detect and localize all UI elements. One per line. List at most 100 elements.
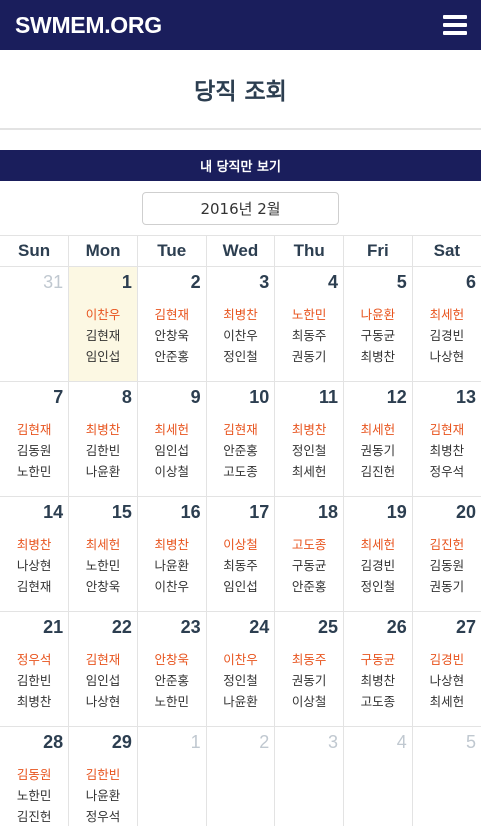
calendar-day-cell[interactable]: 12 최세헌 권동기 김진헌 bbox=[343, 381, 413, 497]
duty-name-list: 김진헌 김동원 권동기 bbox=[416, 530, 478, 597]
calendar-day-cell[interactable]: 18 고도종 구동균 안준홍 bbox=[274, 496, 345, 612]
weekday-thu: Thu bbox=[274, 235, 345, 267]
day-number: 4 bbox=[396, 732, 407, 752]
calendar-day-cell[interactable]: 17 이상철 최동주 임인섭 bbox=[206, 496, 276, 612]
duty-lead-name: 김한빈 bbox=[85, 767, 121, 782]
duty-name-list: 정우석 김한빈 최병찬 bbox=[3, 645, 65, 712]
day-number: 3 bbox=[328, 732, 339, 752]
duty-name-list: 김현재 안창욱 안준홍 bbox=[141, 300, 203, 367]
duty-name-list: 구동균 최병찬 고도종 bbox=[347, 645, 409, 712]
calendar-day-cell[interactable]: 8 최병찬 김한빈 나윤환 bbox=[68, 381, 138, 497]
duty-staff-name: 김진헌 bbox=[16, 809, 52, 824]
calendar-day-cell[interactable]: 16 최병찬 나윤환 이찬우 bbox=[137, 496, 207, 612]
duty-lead-name: 최병찬 bbox=[223, 307, 258, 322]
hamburger-menu-icon[interactable] bbox=[443, 15, 467, 35]
duty-name-list: 최병찬 나윤환 이찬우 bbox=[141, 530, 203, 597]
duty-staff-name: 최병찬 bbox=[360, 673, 396, 688]
duty-lead-name: 김현재 bbox=[85, 652, 121, 667]
duty-staff-name: 노한민 bbox=[16, 788, 52, 803]
weekday-header-row: Sun Mon Tue Wed Thu Fri Sat bbox=[0, 235, 481, 267]
duty-name-list: 최세헌 임인섭 이상철 bbox=[141, 415, 203, 482]
calendar-day-cell[interactable]: 25 최동주 권동기 이상철 bbox=[274, 611, 345, 727]
day-number: 1 bbox=[121, 272, 132, 292]
duty-lead-name: 김진헌 bbox=[429, 537, 465, 552]
duty-name-list: 최세헌 김경빈 나상현 bbox=[416, 300, 478, 367]
navbar: SWMEM.ORG bbox=[0, 0, 481, 50]
calendar-day-cell[interactable]: 3 bbox=[274, 726, 345, 826]
weekday-sun: Sun bbox=[0, 235, 70, 267]
calendar-day-cell[interactable]: 21 정우석 김한빈 최병찬 bbox=[0, 611, 70, 727]
duty-lead-name: 최세헌 bbox=[429, 307, 465, 322]
brand-logo[interactable]: SWMEM.ORG bbox=[15, 11, 162, 38]
calendar-day-cell[interactable]: 9 최세헌 임인섭 이상철 bbox=[137, 381, 207, 497]
day-number: 20 bbox=[455, 502, 476, 522]
duty-name-list: 김현재 임인섭 나상현 bbox=[72, 645, 134, 712]
duty-name-list bbox=[416, 760, 478, 764]
calendar-day-cell[interactable]: 7 김현재 김동원 노한민 bbox=[0, 381, 70, 497]
calendar-day-cell[interactable]: 2 김현재 안창욱 안준홍 bbox=[137, 266, 207, 382]
duty-staff-name: 나상현 bbox=[16, 558, 52, 573]
calendar-day-cell[interactable]: 1 bbox=[137, 726, 207, 826]
duty-staff-name: 권동기 bbox=[360, 443, 396, 458]
duty-staff-name: 최병찬 bbox=[360, 349, 396, 364]
calendar-day-cell[interactable]: 2 bbox=[206, 726, 276, 826]
duty-name-list: 최병찬 정인철 최세헌 bbox=[278, 415, 340, 482]
calendar-day-cell[interactable]: 13 김현재 최병찬 정우석 bbox=[412, 381, 481, 497]
duty-staff-name: 김경빈 bbox=[360, 558, 396, 573]
calendar-day-cell[interactable]: 6 최세헌 김경빈 나상현 bbox=[412, 266, 481, 382]
duty-staff-name: 고도종 bbox=[223, 464, 258, 479]
my-duty-only-button[interactable]: 내 당직만 보기 bbox=[0, 150, 481, 181]
duty-staff-name: 김한빈 bbox=[85, 443, 121, 458]
duty-lead-name: 김경빈 bbox=[429, 652, 465, 667]
duty-staff-name: 나상현 bbox=[85, 694, 121, 709]
calendar-day-cell[interactable]: 28 김동원 노한민 김진헌 bbox=[0, 726, 70, 826]
calendar-day-cell[interactable]: 5 bbox=[412, 726, 481, 826]
duty-lead-name: 최세헌 bbox=[360, 422, 396, 437]
duty-staff-name: 고도종 bbox=[360, 694, 396, 709]
day-number: 28 bbox=[43, 732, 64, 752]
calendar-day-cell[interactable]: 10 김현재 안준홍 고도종 bbox=[206, 381, 276, 497]
calendar-day-cell[interactable]: 1 이찬우 김현재 임인섭 bbox=[68, 266, 138, 382]
calendar-day-cell[interactable]: 19 최세헌 김경빈 정인철 bbox=[343, 496, 413, 612]
calendar-day-cell[interactable]: 3 최병찬 이찬우 정인철 bbox=[206, 266, 276, 382]
duty-name-list: 노한민 최동주 권동기 bbox=[278, 300, 340, 367]
day-number: 26 bbox=[386, 617, 407, 637]
duty-name-list bbox=[3, 300, 65, 304]
day-number: 6 bbox=[465, 272, 476, 292]
calendar-day-cell[interactable]: 31 bbox=[0, 266, 70, 382]
day-number: 27 bbox=[455, 617, 476, 637]
calendar-week-row: 21 정우석 김한빈 최병찬 22 김현재 임인섭 나상현 23 안창욱 안준홍 노한민 24 이찬우 정인… bbox=[0, 611, 481, 727]
duty-name-list: 최세헌 김경빈 정인철 bbox=[347, 530, 409, 597]
duty-staff-name: 나윤환 bbox=[223, 694, 258, 709]
day-number: 21 bbox=[43, 617, 64, 637]
duty-staff-name: 안준홍 bbox=[291, 579, 327, 594]
calendar-day-cell[interactable]: 15 최세헌 노한민 안창욱 bbox=[68, 496, 138, 612]
calendar-day-cell[interactable]: 5 나윤환 구동균 최병찬 bbox=[343, 266, 413, 382]
duty-lead-name: 김현재 bbox=[429, 422, 465, 437]
month-select[interactable]: 2016년 2월 bbox=[142, 191, 339, 225]
duty-name-list: 김경빈 나상현 최세헌 bbox=[416, 645, 478, 712]
duty-name-list: 최세헌 권동기 김진헌 bbox=[347, 415, 409, 482]
duty-lead-name: 최병찬 bbox=[16, 537, 52, 552]
duty-name-list: 김현재 김동원 노한민 bbox=[3, 415, 65, 482]
calendar-day-cell[interactable]: 4 노한민 최동주 권동기 bbox=[274, 266, 345, 382]
calendar-day-cell[interactable]: 26 구동균 최병찬 고도종 bbox=[343, 611, 413, 727]
day-number: 23 bbox=[180, 617, 201, 637]
duty-name-list bbox=[278, 760, 340, 764]
calendar-day-cell[interactable]: 20 김진헌 김동원 권동기 bbox=[412, 496, 481, 612]
calendar-day-cell[interactable]: 11 최병찬 정인철 최세헌 bbox=[274, 381, 345, 497]
calendar-day-cell[interactable]: 27 김경빈 나상현 최세헌 bbox=[412, 611, 481, 727]
duty-staff-name: 최동주 bbox=[291, 328, 327, 343]
duty-lead-name: 최병찬 bbox=[85, 422, 121, 437]
duty-name-list: 김한빈 나윤환 정우석 bbox=[72, 760, 134, 826]
calendar-day-cell[interactable]: 24 이찬우 정인철 나윤환 bbox=[206, 611, 276, 727]
calendar-day-cell[interactable]: 4 bbox=[343, 726, 413, 826]
day-number: 31 bbox=[43, 272, 64, 292]
day-number: 29 bbox=[111, 732, 132, 752]
duty-staff-name: 최병찬 bbox=[16, 694, 52, 709]
calendar-day-cell[interactable]: 14 최병찬 나상현 김현재 bbox=[0, 496, 70, 612]
calendar-day-cell[interactable]: 23 안창욱 안준홍 노한민 bbox=[137, 611, 207, 727]
day-number: 2 bbox=[259, 732, 270, 752]
calendar-day-cell[interactable]: 22 김현재 임인섭 나상현 bbox=[68, 611, 138, 727]
calendar-day-cell[interactable]: 29 김한빈 나윤환 정우석 bbox=[68, 726, 138, 826]
